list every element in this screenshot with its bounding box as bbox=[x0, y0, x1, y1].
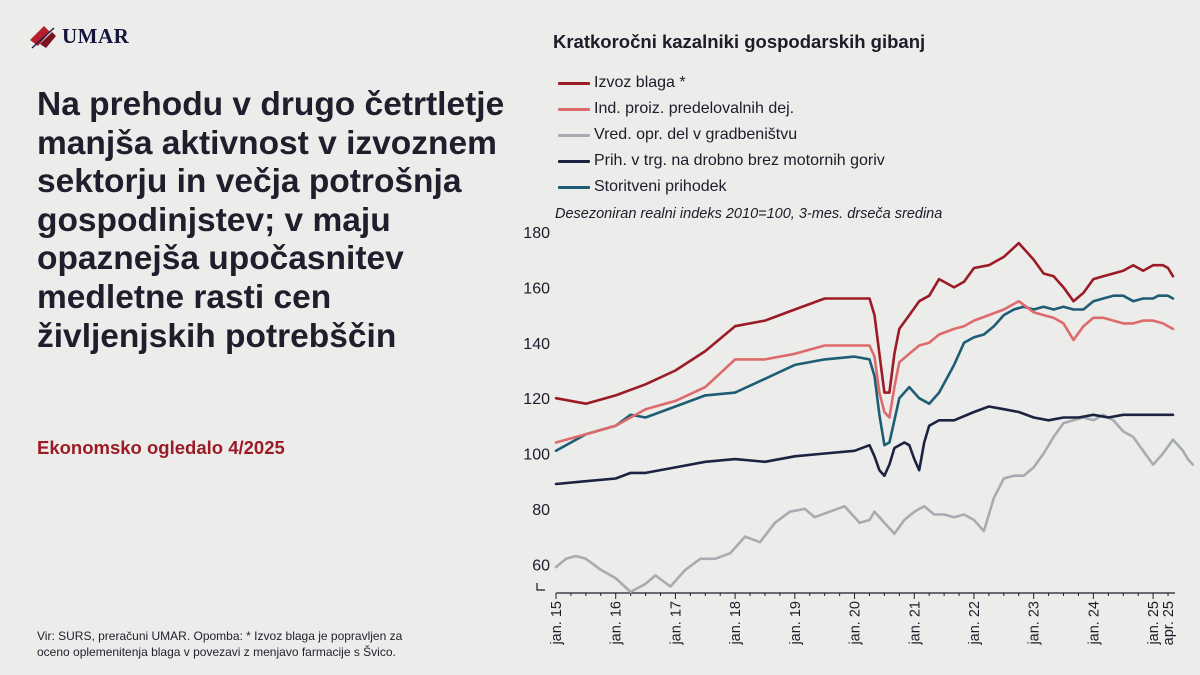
y-tick-label: 60 bbox=[532, 557, 550, 574]
y-tick-label: 180 bbox=[523, 225, 550, 242]
chart-legend: Izvoz blaga * Ind. proiz. predelovalnih … bbox=[558, 70, 885, 200]
umar-logo-icon bbox=[30, 26, 56, 49]
x-tick-label: jan. 17 bbox=[668, 601, 684, 646]
chart-note: Desezoniran realni indeks 2010=100, 3-me… bbox=[555, 206, 943, 222]
legend-item-vred: Vred. opr. del v gradbeništvu bbox=[558, 122, 885, 148]
y-tick-label: 120 bbox=[523, 391, 550, 408]
legend-item-prih: Prih. v trg. na drobno brez motornih gor… bbox=[558, 148, 885, 174]
y-tick-label: 140 bbox=[523, 336, 550, 353]
legend-swatch-prih bbox=[558, 159, 590, 163]
x-axis: jan. 15 jan. 16 jan. 17 jan. 18 jan. 19 jan. … bbox=[549, 592, 1177, 646]
series-line-ind bbox=[554, 299, 1175, 444]
source-note-line-1: Vir: SURS, preračuni UMAR. Opomba: * Izv… bbox=[37, 629, 403, 643]
x-tick-label: jan. 19 bbox=[788, 601, 804, 646]
y-tick-label: 160 bbox=[523, 280, 550, 297]
series-line-stor bbox=[554, 294, 1175, 453]
legend-label-vred: Vred. opr. del v gradbeništvu bbox=[594, 126, 798, 143]
source-note-line-2: oceno oplemenitenja blaga v povezavi z m… bbox=[37, 644, 396, 659]
umar-logo: UMAR bbox=[28, 22, 129, 50]
legend-swatch-vred bbox=[558, 133, 590, 137]
series-line-izvoz bbox=[554, 241, 1175, 405]
legend-label-izvoz: Izvoz blaga * bbox=[594, 74, 686, 91]
legend-swatch-ind bbox=[558, 107, 590, 111]
series-line-vred bbox=[554, 413, 1195, 594]
y-axis-break-mark bbox=[536, 583, 545, 591]
chart-title: Kratkoročni kazalniki gospodarskih giban… bbox=[553, 31, 926, 52]
legend-label-stor: Storitveni prihodek bbox=[594, 178, 727, 195]
x-tick-label: jan. 20 bbox=[848, 601, 864, 646]
legend-label-ind: Ind. proiz. predelovalnih dej. bbox=[594, 100, 795, 117]
series-lines bbox=[554, 241, 1195, 594]
y-tick-label: 100 bbox=[523, 447, 550, 464]
legend-label-prih: Prih. v trg. na drobno brez motornih gor… bbox=[594, 152, 885, 169]
x-tick-label: apr. 25 bbox=[1161, 601, 1177, 645]
x-tick-label: jan. 25 bbox=[1146, 601, 1162, 646]
x-tick-label: jan. 23 bbox=[1027, 601, 1043, 646]
x-tick-label: jan. 22 bbox=[967, 601, 983, 646]
publication-subtitle: Ekonomsko ogledalo 4/2025 bbox=[37, 437, 285, 458]
x-tick-label: jan. 15 bbox=[549, 601, 565, 646]
source-note: Vir: SURS, preračuni UMAR. Opomba: * Izv… bbox=[37, 629, 497, 660]
y-tick-label: 80 bbox=[532, 502, 550, 519]
y-axis: 60 80 100 120 140 160 180 bbox=[523, 225, 550, 591]
legend-item-ind: Ind. proiz. predelovalnih dej. bbox=[558, 96, 885, 122]
legend-swatch-izvoz bbox=[558, 81, 590, 85]
x-tick-label: jan. 21 bbox=[907, 601, 923, 646]
logo-text: UMAR bbox=[62, 23, 130, 48]
x-tick-label: jan. 16 bbox=[609, 601, 625, 646]
headline: Na prehodu v drugo četrtletje manjša akt… bbox=[37, 86, 505, 355]
x-tick-label: jan. 24 bbox=[1086, 601, 1102, 646]
x-tick-label: jan. 18 bbox=[728, 601, 744, 646]
legend-swatch-stor bbox=[558, 185, 590, 189]
legend-item-stor: Storitveni prihodek bbox=[558, 174, 885, 200]
legend-item-izvoz: Izvoz blaga * bbox=[558, 70, 885, 96]
series-line-prih bbox=[554, 405, 1175, 486]
